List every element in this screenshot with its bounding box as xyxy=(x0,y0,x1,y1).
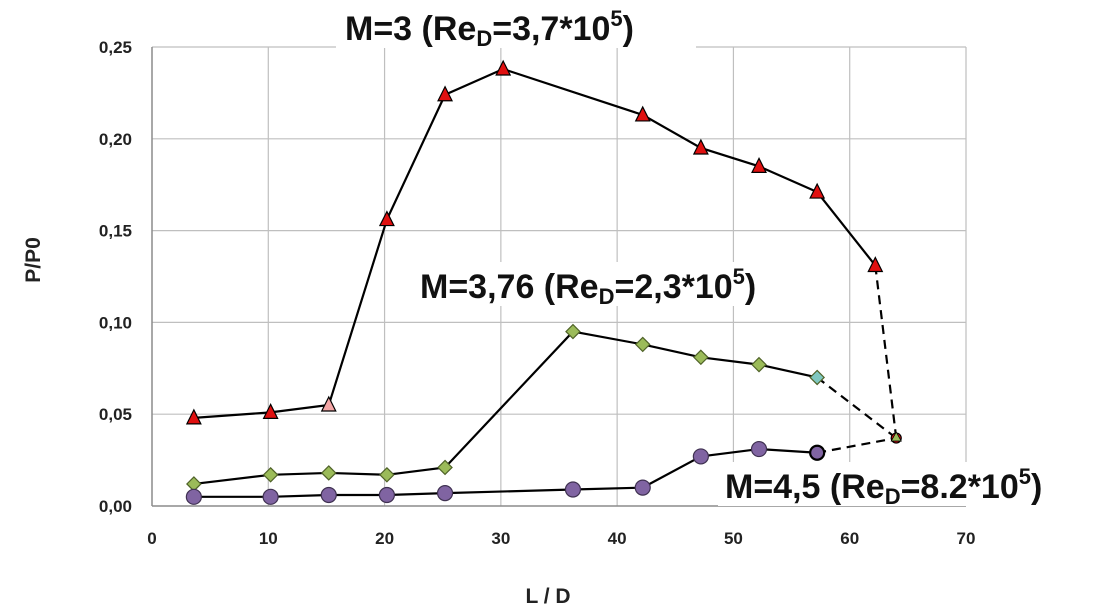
data-point-triangle xyxy=(751,156,767,173)
data-point-triangle xyxy=(867,256,884,273)
data-point-circle xyxy=(809,444,826,461)
data-point-circle xyxy=(564,481,582,498)
annotation-m3: M=3 (ReD=3,7*105) xyxy=(336,6,696,51)
data-point-triangle xyxy=(185,408,202,425)
data-point-circle xyxy=(436,485,454,502)
data-point-triangle xyxy=(262,403,279,419)
data-point-circle xyxy=(634,479,651,496)
data-point-triangle xyxy=(378,210,395,227)
series-dashed-extension-2 xyxy=(816,436,897,454)
x-tick-label: 50 xyxy=(724,529,743,548)
x-tick-label: 40 xyxy=(608,529,627,548)
y-tick-labels: 0,00 0,05 0,10 0,15 0,20 0,25 xyxy=(99,38,132,516)
data-point-triangle xyxy=(692,138,709,155)
x-tick-label: 20 xyxy=(375,529,394,548)
x-tick-labels: 0 10 20 30 40 50 60 70 xyxy=(147,529,975,548)
annotation-m376: M=3,76 (ReD=2,3*105) xyxy=(413,262,825,309)
svg-text:M=3,76 (ReD=2,3*105): M=3,76 (ReD=2,3*105) xyxy=(420,264,756,309)
y-tick-label: 0,25 xyxy=(99,38,132,57)
y-tick-label: 0,05 xyxy=(99,405,132,424)
svg-text:M=3 (ReD=3,7*105): M=3 (ReD=3,7*105) xyxy=(345,6,634,51)
data-point-circle xyxy=(185,488,202,505)
series-layer xyxy=(185,59,902,505)
y-tick-label: 0,15 xyxy=(99,222,132,241)
data-point-circle xyxy=(750,440,768,458)
data-point-circle xyxy=(320,486,337,504)
data-point-diamond xyxy=(565,323,581,340)
y-tick-label: 0,10 xyxy=(99,313,132,332)
x-axis-title: L / D xyxy=(525,585,570,608)
x-tick-label: 10 xyxy=(259,529,278,548)
data-point-diamond xyxy=(437,459,453,476)
data-point-diamond xyxy=(379,466,395,483)
y-tick-label: 0,20 xyxy=(99,130,132,149)
y-tick-label: 0,00 xyxy=(99,497,132,516)
data-point-diamond xyxy=(693,349,709,366)
x-tick-label: 0 xyxy=(147,529,156,548)
annotation-m45: M=4,5 (ReD=8.2*105) xyxy=(718,462,1102,509)
x-tick-label: 60 xyxy=(840,529,859,548)
data-point-triangle xyxy=(437,85,454,102)
data-point-diamond xyxy=(634,336,651,353)
series-dashed-extension-1 xyxy=(816,376,897,439)
data-point-convergence-overlay xyxy=(890,431,902,442)
x-tick-label: 30 xyxy=(491,529,510,548)
y-axis-title: P/P0 xyxy=(22,237,45,283)
data-point-triangle xyxy=(809,182,826,199)
data-point-triangle xyxy=(634,105,651,122)
svg-text:M=4,5 (ReD=8.2*105): M=4,5 (ReD=8.2*105) xyxy=(725,464,1042,509)
data-point-triangle xyxy=(320,395,337,412)
data-point-diamond xyxy=(262,466,279,483)
series-dashed-extension-0 xyxy=(874,265,898,439)
data-point-triangle xyxy=(495,59,512,76)
x-tick-label: 70 xyxy=(957,529,976,548)
data-point-diamond xyxy=(809,369,826,386)
series-line-1 xyxy=(193,330,818,486)
data-point-diamond xyxy=(320,465,337,481)
data-point-circle xyxy=(692,448,709,465)
series-line-0 xyxy=(193,67,877,419)
data-point-diamond xyxy=(751,356,767,373)
data-point-circle xyxy=(262,488,279,505)
data-point-circle xyxy=(378,486,395,504)
series-line-2 xyxy=(193,447,818,498)
